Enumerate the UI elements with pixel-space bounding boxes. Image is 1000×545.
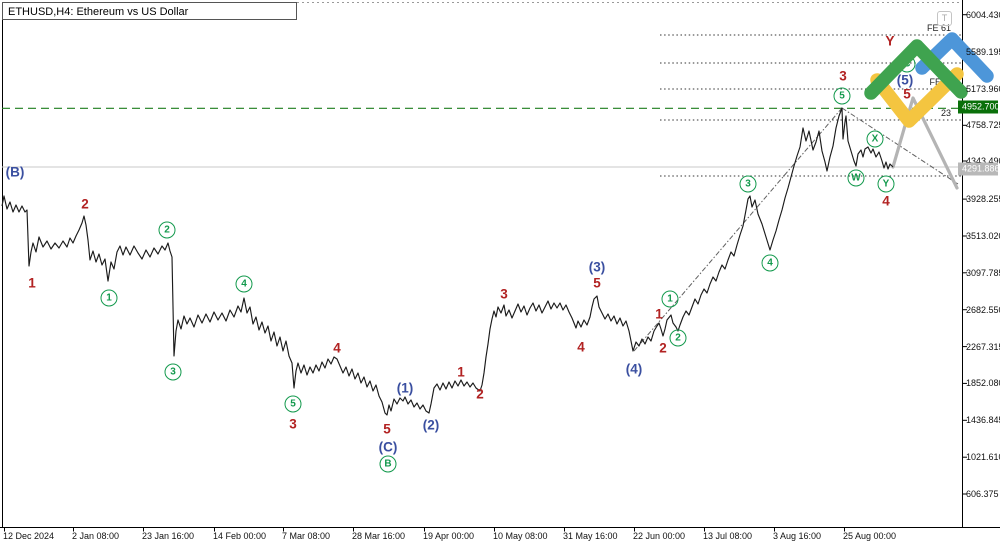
wave-label-circled-B-12[interactable]: B (379, 455, 397, 473)
time-axis-label-3: 14 Feb 00:00 (213, 531, 267, 541)
price-axis-label-4343.490: 4343.490 (966, 156, 1000, 166)
price-axis-label-3097.785: 3097.785 (966, 267, 1000, 278)
price-axis-label-3513.020: 3513.020 (966, 231, 1000, 241)
price-axis-label-5589.195: 5589.195 (966, 46, 1000, 57)
time-axis-label-8: 31 May 16:00 (563, 531, 618, 541)
last-price-badge: 4291.886 (958, 162, 1000, 175)
time-axis-label-5: 28 Mar 16:00 (352, 531, 406, 541)
symbol-label-box: ETHUSD,H4: Ethereum vs US Dollar (2, 2, 297, 20)
price-axis-label-2267.315: 2267.315 (966, 341, 1000, 352)
time-axis-label-2: 23 Jan 16:00 (142, 531, 195, 541)
wave-label-3-8[interactable]: 3 (289, 416, 297, 432)
time-axis-label-4: 7 Mar 08:00 (282, 531, 331, 541)
wave-label-5-10[interactable]: 5 (383, 421, 391, 437)
time-axis-label-6: 19 Apr 00:00 (423, 531, 475, 541)
price-axis[interactable] (963, 0, 1000, 527)
price-axis-label-1436.845: 1436.845 (966, 415, 1000, 426)
time-axis-label-11: 3 Aug 16:00 (773, 531, 822, 541)
time-axis-label-0: 12 Dec 2024 (3, 531, 55, 541)
time-axis-label-7: 10 May 08:00 (493, 531, 548, 541)
price-axis-label-4758.725: 4758.725 (966, 120, 1000, 131)
price-axis-label-5173.960: 5173.960 (966, 83, 1000, 94)
symbol-label: ETHUSD,H4: Ethereum vs US Dollar (8, 6, 189, 18)
price-axis-label-6004.430: 6004.430 (966, 9, 1000, 20)
price-axis-label-606.375: 606.375 (966, 489, 999, 499)
bid-price-badge: 4952.700 (958, 100, 1000, 114)
trade-indicator-icon[interactable]: T (937, 11, 952, 26)
price-axis-label-1852.080: 1852.080 (966, 378, 1000, 389)
price-axis-label-3928.255: 3928.255 (966, 194, 1000, 205)
wave-label-C-11[interactable]: (C) (378, 439, 398, 455)
wave-label-3-29[interactable]: 3 (839, 68, 847, 84)
price-axis-label-1021.610: 1021.610 (966, 452, 1000, 463)
time-axis-label-1: 2 Jan 08:00 (72, 531, 120, 541)
price-axis-label-2682.550: 2682.550 (966, 304, 1000, 315)
fib-expansion-label-0: FE 61 (926, 23, 951, 33)
time-axis-label-12: 25 Aug 00:00 (843, 531, 897, 541)
time-axis-label-9: 22 Jun 00:00 (633, 531, 686, 541)
time-axis-label-10: 13 Jul 08:00 (703, 531, 753, 541)
wave-label-2-14[interactable]: (2) (422, 417, 440, 433)
wave-label-circled-5-28[interactable]: 5 (833, 87, 851, 105)
